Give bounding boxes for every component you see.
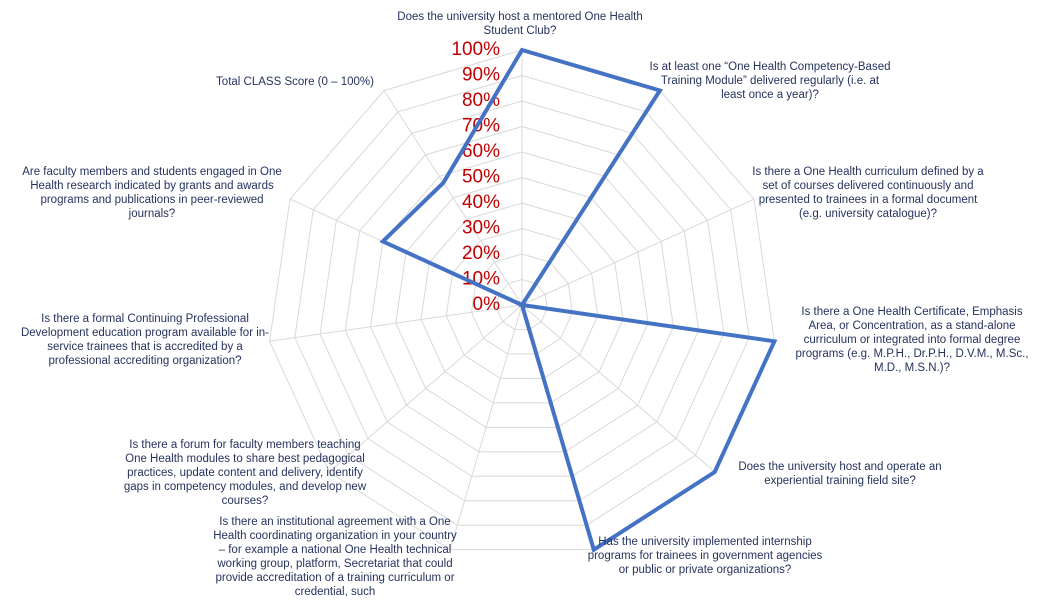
grid-ring [319,100,725,502]
spoke [521,198,755,306]
spoke [328,304,523,473]
axis-label: Has the university implemented internshi… [587,536,823,576]
spoke [383,90,523,306]
grid-ring [294,74,750,526]
grid-ring [496,278,548,330]
grid-ring [395,176,649,428]
grid-ring [344,125,700,477]
tick-label: 20% [462,243,500,264]
axis-label: Is there an institutional agreement with… [213,516,457,598]
tick-label: 0% [473,294,501,315]
tick-label: 90% [462,65,500,86]
tick-label: 30% [462,218,500,239]
tick-label: 70% [462,116,500,137]
tick-label: 40% [462,192,500,213]
spoke [521,304,716,473]
axis-label: Is there a formal Continuing Professiona… [20,313,270,367]
grid-ring [471,253,573,355]
grid-ring [445,227,599,379]
spoke [269,304,523,342]
axis-label: Is there a One Health curriculum defined… [752,166,984,220]
tick-label: 10% [462,269,500,290]
axis-label: Total CLASS Score (0 – 100%) [216,76,374,88]
axis-label: Is at least one “One Health Competency-B… [649,61,891,101]
tick-label: 100% [451,39,500,60]
axis-label: Is there a forum for faculty members tea… [123,439,367,507]
axis-label: Is there a One Health Certificate, Empha… [795,306,1029,374]
axis-label: Are faculty members and students engaged… [22,166,282,220]
data-line [379,47,778,553]
tick-label: 60% [462,141,500,162]
tick-label: 50% [462,167,500,188]
grid-ring [420,202,624,404]
axis-label: Does the university host and operate an … [738,461,942,487]
axis-label: Does the university host a mentored One … [397,11,643,37]
spoke [449,304,523,550]
grid-ring [269,49,775,551]
